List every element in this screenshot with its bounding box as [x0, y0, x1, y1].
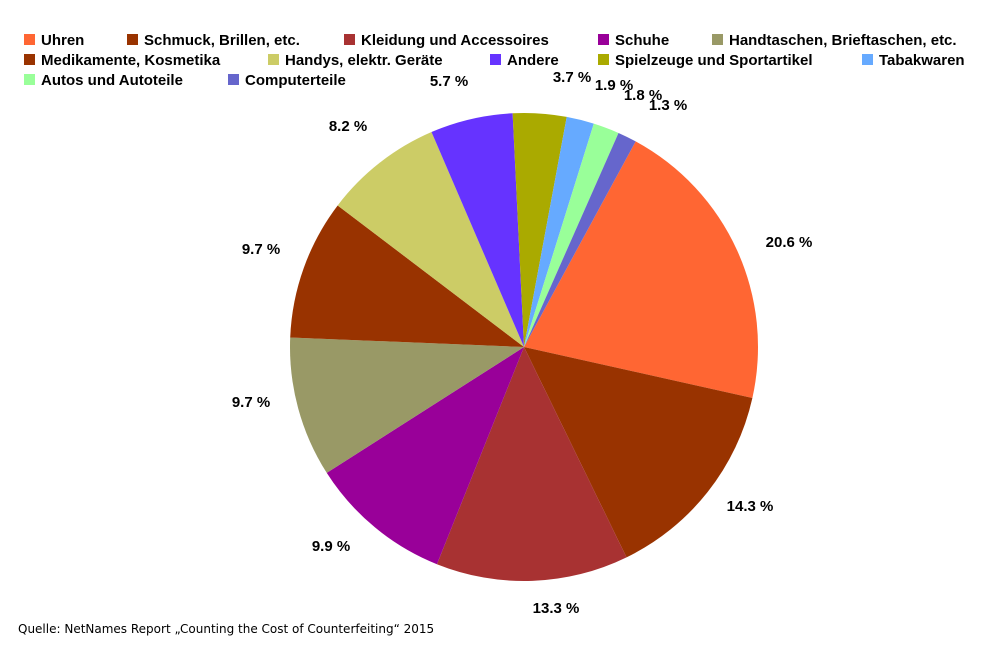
legend-swatch-autos-und-autoteile — [24, 74, 35, 85]
slice-label-andere: 5.7 % — [430, 73, 468, 90]
slice-label-handys-elektr-ger-te: 8.2 % — [329, 118, 367, 135]
legend-label-schmuck-brillen-etc: Schmuck, Brillen, etc. — [144, 32, 300, 49]
slice-label-computerteile: 1.3 % — [649, 97, 687, 114]
slice-label-spielzeuge-und-sportartikel: 3.7 % — [553, 69, 591, 86]
legend-swatch-schmuck-brillen-etc — [127, 34, 138, 45]
chart-legend: Uhren Schmuck, Brillen, etc. Kleidung und … — [24, 32, 965, 89]
pie-chart: Uhren Schmuck, Brillen, etc. Kleidung und … — [0, 0, 998, 661]
legend-label-schuhe: Schuhe — [615, 32, 669, 49]
legend-swatch-uhren — [24, 34, 35, 45]
legend-label-autos-und-autoteile: Autos und Autoteile — [41, 72, 183, 89]
slice-label-schuhe: 9.9 % — [312, 538, 350, 555]
legend-swatch-computerteile — [228, 74, 239, 85]
slice-label-medikamente-kosmetika: 9.7 % — [242, 241, 280, 258]
slice-label-uhren: 20.6 % — [766, 234, 813, 251]
slice-label-schmuck-brillen-etc: 14.3 % — [727, 498, 774, 515]
legend-label-andere: Andere — [507, 52, 559, 69]
legend-label-medikamente-kosmetika: Medikamente, Kosmetika — [41, 52, 221, 69]
source-note: Quelle: NetNames Report „Counting the Co… — [18, 622, 434, 636]
legend-label-handys-elektr-ger-te: Handys, elektr. Geräte — [285, 52, 443, 69]
legend-label-spielzeuge-und-sportartikel: Spielzeuge und Sportartikel — [615, 52, 813, 69]
legend-swatch-kleidung-und-accessoires — [344, 34, 355, 45]
legend-swatch-andere — [490, 54, 501, 65]
legend-swatch-schuhe — [598, 34, 609, 45]
legend-label-tabakwaren: Tabakwaren — [879, 52, 965, 69]
legend-swatch-tabakwaren — [862, 54, 873, 65]
legend-swatch-spielzeuge-und-sportartikel — [598, 54, 609, 65]
legend-label-computerteile: Computerteile — [245, 72, 346, 89]
legend-label-handtaschen-brieftaschen-etc: Handtaschen, Brieftaschen, etc. — [729, 32, 957, 49]
legend-swatch-handtaschen-brieftaschen-etc — [712, 34, 723, 45]
legend-label-kleidung-und-accessoires: Kleidung und Accessoires — [361, 32, 549, 49]
legend-swatch-handys-elektr-ger-te — [268, 54, 279, 65]
legend-swatch-medikamente-kosmetika — [24, 54, 35, 65]
legend-label-uhren: Uhren — [41, 32, 84, 49]
pie-slices — [290, 113, 758, 581]
slice-label-kleidung-und-accessoires: 13.3 % — [533, 600, 580, 617]
slice-label-handtaschen-brieftaschen-etc: 9.7 % — [232, 394, 270, 411]
